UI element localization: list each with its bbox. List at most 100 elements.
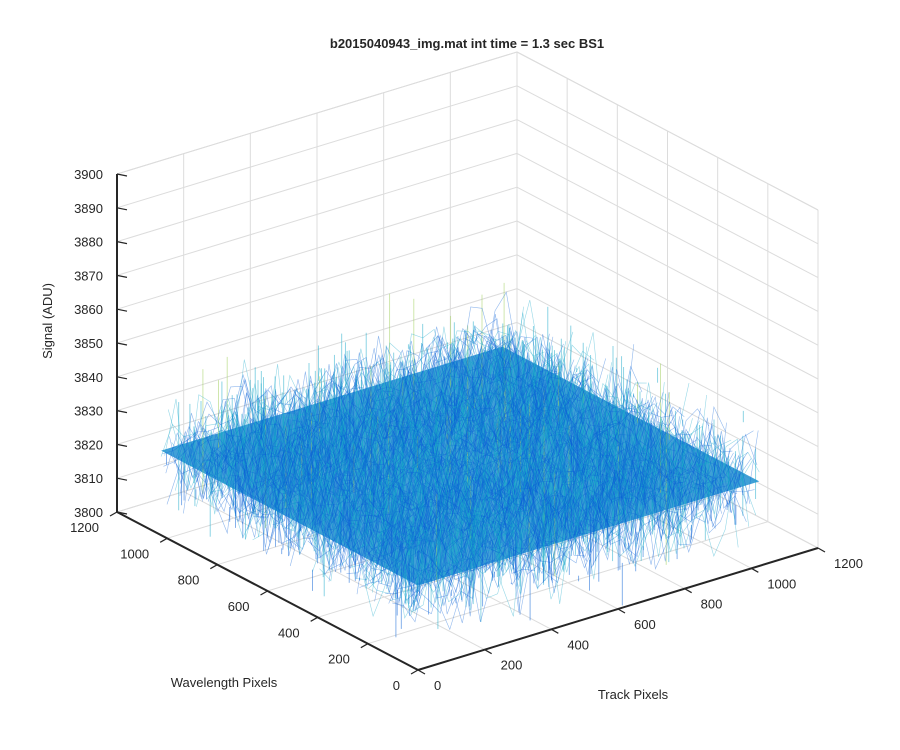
surface-mesh-row <box>277 377 619 551</box>
surface-mesh-row <box>413 447 755 617</box>
y-tick-label: 600 <box>228 599 250 614</box>
surface-mesh-row <box>197 336 540 513</box>
surface-mesh-row <box>245 346 588 539</box>
surface-mesh-row <box>299 382 641 571</box>
tick-labels: 0 200 400 600 800 1000 1200 0 200 400 600 800 1000 12… <box>70 167 863 693</box>
z-tick-mark <box>116 173 128 177</box>
surface-mesh-row <box>401 428 744 615</box>
surface-mesh-row <box>342 406 685 588</box>
surface-mesh-row <box>218 336 561 505</box>
surface-mesh-row <box>267 362 610 550</box>
surface-mesh-row <box>295 401 638 559</box>
surface-mesh-row <box>268 374 611 526</box>
z-tick-mark <box>116 342 128 346</box>
surface-mesh-row <box>186 330 529 495</box>
surface-mesh-row <box>233 342 576 518</box>
z-tick-mark <box>116 376 128 380</box>
surface-mesh-row <box>234 366 577 505</box>
surface-mesh-row <box>323 399 666 572</box>
surface-mesh-row <box>313 409 656 575</box>
y-tick-mark <box>410 669 419 675</box>
surface-mesh-row <box>320 403 663 566</box>
surface-mesh-row <box>183 336 525 514</box>
surface-mesh-row <box>289 397 632 567</box>
surface-mesh-row <box>377 436 720 593</box>
surface-mesh-row <box>180 338 523 479</box>
surface-mesh-row <box>212 333 555 516</box>
surface-mesh-row <box>312 407 655 572</box>
surface-mesh-row <box>259 369 602 516</box>
surface-mesh-row <box>349 406 692 583</box>
surface-mesh-row <box>356 436 699 595</box>
surface-mesh-row <box>162 335 504 476</box>
surface-mesh-row <box>238 352 581 505</box>
surface-mesh-row <box>265 372 608 556</box>
surface-mesh-row <box>257 362 599 520</box>
surface-mesh-row <box>353 423 695 593</box>
x-tick-mark <box>551 628 559 634</box>
surface-mesh-row <box>223 376 565 509</box>
surface-mesh-row <box>160 328 503 480</box>
surface-mesh-row <box>248 365 591 532</box>
z-tick-label: 3900 <box>74 167 103 182</box>
surface-mesh-row <box>224 341 567 538</box>
surface-mesh-row <box>303 399 645 540</box>
y-tick-mark <box>159 537 168 543</box>
surface-mesh-row <box>236 364 578 513</box>
surface-mesh-row <box>232 359 575 506</box>
surface-mesh-row <box>285 398 627 527</box>
grid-line-z-right <box>516 321 819 481</box>
z-tick-label: 3880 <box>74 235 103 250</box>
x-tick-label: 200 <box>501 658 523 673</box>
surface-mesh-row <box>409 458 752 609</box>
surface-mesh-row <box>247 391 590 550</box>
surface-mesh-row <box>311 395 653 579</box>
surface-mesh-row <box>219 359 562 525</box>
surface-mesh-row <box>214 331 557 513</box>
surface-mesh-row <box>369 445 712 601</box>
surface-mesh-row <box>330 412 673 562</box>
surface-mesh-row <box>408 454 751 615</box>
surface-mesh-row <box>406 451 748 616</box>
surface-mesh-row <box>276 387 618 502</box>
surface-mesh-row <box>417 452 760 599</box>
surface-mesh-row <box>189 354 531 507</box>
surface-mesh-row <box>164 337 507 491</box>
surface-mesh-row <box>163 306 506 467</box>
surface-mesh-row <box>297 381 639 534</box>
grid-line-z-right <box>516 85 819 245</box>
surface-mesh-row <box>381 437 724 611</box>
surface-mesh-row <box>322 382 665 585</box>
surface-mesh-row <box>351 418 693 581</box>
surface-mesh-row <box>361 423 704 618</box>
surface-mesh-row <box>396 457 739 582</box>
y-tick-label: 0 <box>393 678 400 693</box>
x-tick-mark <box>751 567 759 573</box>
surface-mesh-row <box>368 421 711 606</box>
surface-mesh-row <box>316 407 659 559</box>
surface-mesh-row <box>170 334 513 483</box>
surface-mesh-row <box>336 419 679 555</box>
y-tick-mark <box>310 616 318 622</box>
surface-mesh-row <box>294 386 637 549</box>
surface-mesh-row <box>177 329 520 470</box>
surface-mesh-row <box>363 434 706 564</box>
z-tick-label: 3840 <box>74 370 103 385</box>
grid-line-z-back <box>116 152 518 276</box>
grid-line-z-right <box>516 220 819 380</box>
x-tick-label: 1200 <box>834 556 863 571</box>
surface-mesh-row <box>387 448 730 604</box>
surface-mesh-row <box>367 408 710 595</box>
surface-mesh-row <box>307 404 650 552</box>
surface-mesh-row <box>237 380 579 550</box>
surface-mesh-row <box>410 434 753 617</box>
surface-mesh-row <box>178 325 521 464</box>
surface-mesh-row <box>262 332 605 537</box>
surface-mesh-row <box>192 312 535 477</box>
surface-mesh-row <box>201 336 544 502</box>
surface-mesh-row <box>284 382 626 544</box>
z-tick-mark <box>116 241 128 245</box>
surface-mesh-row <box>308 396 651 556</box>
surface-mesh-row <box>403 458 746 593</box>
surface-mesh-row <box>220 352 563 499</box>
